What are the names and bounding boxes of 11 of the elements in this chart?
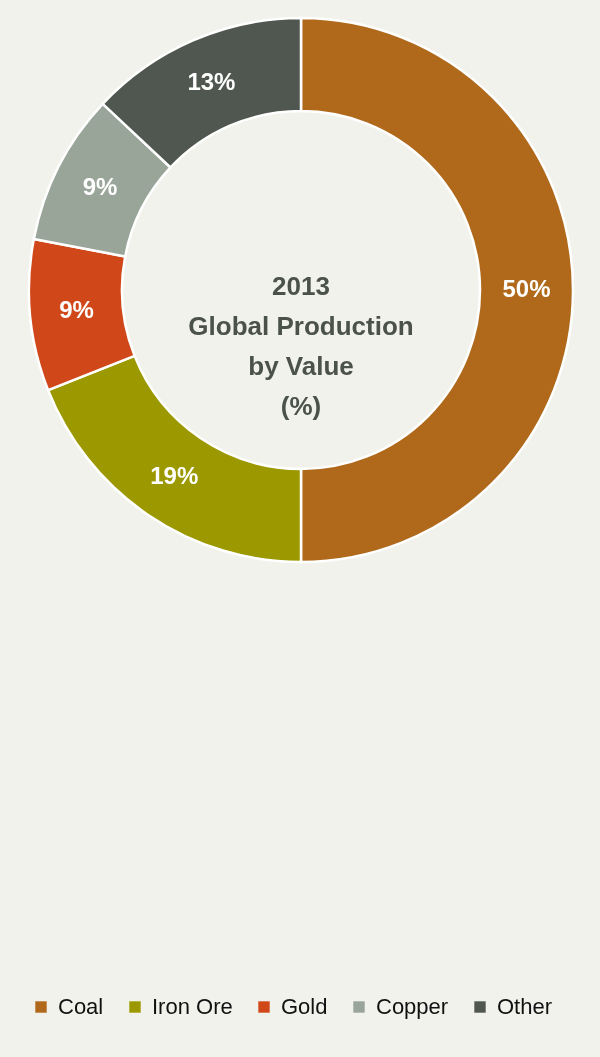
data-label: 50%	[502, 275, 551, 302]
legend-label: Gold	[281, 994, 328, 1019]
legend-label: Other	[497, 994, 553, 1019]
legend-label: Iron Ore	[152, 994, 233, 1019]
data-label: 13%	[187, 68, 236, 96]
data-label: 19%	[150, 461, 199, 489]
text: 2013 Global Production by Value (%)	[188, 271, 414, 421]
data-label: 9%	[59, 296, 94, 324]
legend-label: Coal	[58, 994, 104, 1019]
data-label: 9%	[82, 172, 118, 200]
legend-label: Copper	[376, 994, 449, 1019]
